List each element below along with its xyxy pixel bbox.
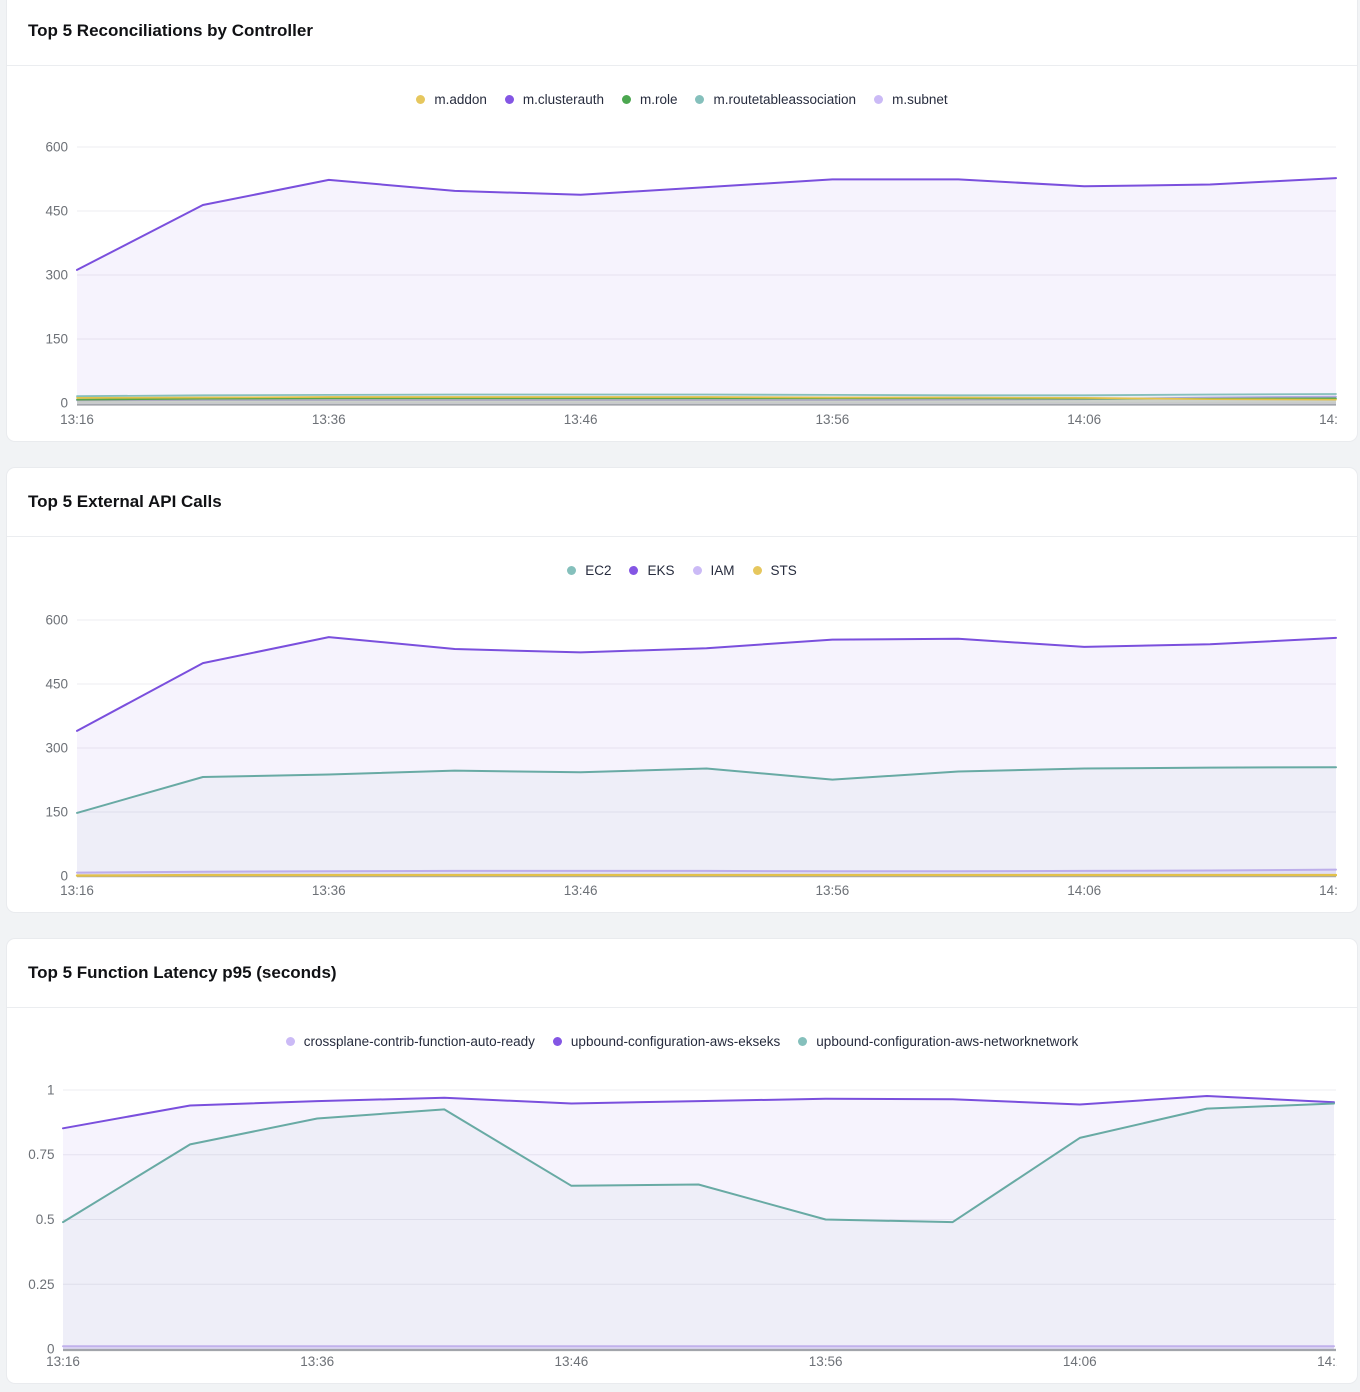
svg-text:0.25: 0.25 — [28, 1277, 54, 1292]
svg-text:150: 150 — [45, 332, 68, 347]
svg-text:14:16: 14:16 — [1319, 883, 1337, 898]
svg-text:14:06: 14:06 — [1067, 412, 1101, 427]
svg-text:1: 1 — [47, 1083, 55, 1098]
svg-text:13:16: 13:16 — [60, 412, 94, 427]
svg-text:450: 450 — [45, 204, 68, 219]
svg-text:14:16: 14:16 — [1317, 1354, 1337, 1369]
svg-text:13:46: 13:46 — [564, 412, 598, 427]
svg-text:13:56: 13:56 — [816, 412, 850, 427]
svg-text:14:06: 14:06 — [1067, 883, 1101, 898]
svg-text:600: 600 — [45, 140, 68, 155]
svg-text:13:56: 13:56 — [809, 1354, 843, 1369]
svg-text:13:56: 13:56 — [816, 883, 850, 898]
svg-text:450: 450 — [45, 677, 68, 692]
svg-text:150: 150 — [45, 805, 68, 820]
svg-text:13:46: 13:46 — [564, 883, 598, 898]
svg-text:13:16: 13:16 — [60, 883, 94, 898]
svg-text:14:06: 14:06 — [1063, 1354, 1097, 1369]
svg-text:14:16: 14:16 — [1319, 412, 1337, 427]
svg-text:13:36: 13:36 — [312, 883, 346, 898]
svg-text:13:36: 13:36 — [312, 412, 346, 427]
svg-text:300: 300 — [45, 268, 68, 283]
svg-text:13:46: 13:46 — [555, 1354, 589, 1369]
svg-text:0: 0 — [60, 396, 68, 411]
svg-text:0.5: 0.5 — [36, 1212, 55, 1227]
svg-text:600: 600 — [45, 613, 68, 628]
svg-text:300: 300 — [45, 741, 68, 756]
svg-text:0.75: 0.75 — [28, 1147, 54, 1162]
svg-text:0: 0 — [60, 869, 68, 884]
svg-text:0: 0 — [47, 1342, 55, 1357]
svg-text:13:36: 13:36 — [300, 1354, 334, 1369]
svg-text:13:16: 13:16 — [46, 1354, 80, 1369]
